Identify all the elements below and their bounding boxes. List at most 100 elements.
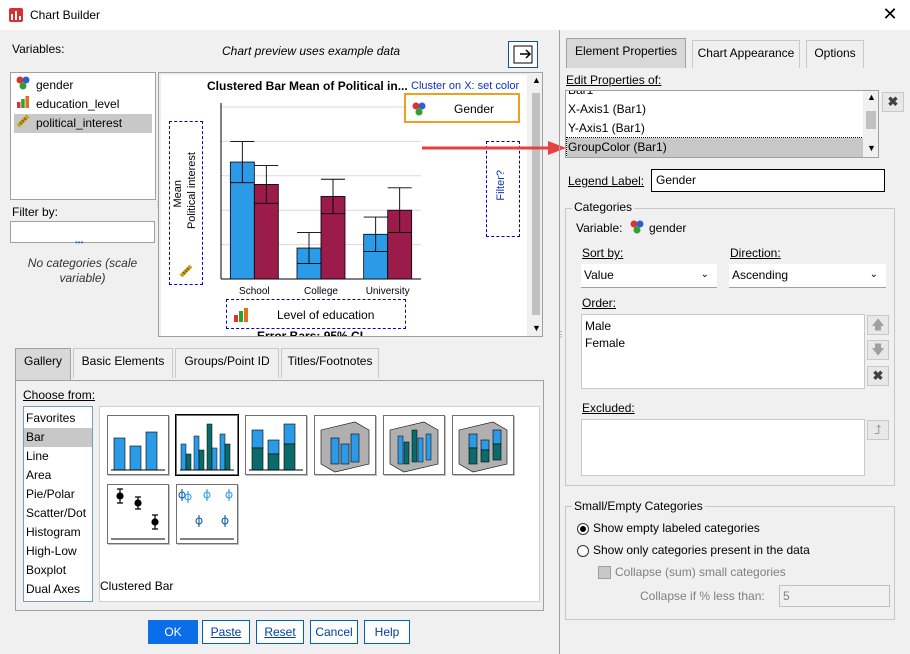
3d-simple-bar-thumb[interactable]: [314, 415, 376, 475]
tab-basic-elements[interactable]: Basic Elements: [73, 348, 173, 378]
chevron-down-icon[interactable]: ▼: [867, 143, 876, 153]
filter-drop-zone[interactable]: [10, 221, 155, 243]
splitter-handle-h[interactable]: •••: [75, 238, 84, 247]
variable-item[interactable]: education_level: [14, 95, 152, 114]
move-up-button[interactable]: 🡅: [867, 315, 889, 335]
radio-show-only[interactable]: Show only categories present in the data: [577, 543, 810, 557]
legend-drop-zone[interactable]: Gender: [404, 93, 520, 123]
chart-type-item[interactable]: Bar: [24, 428, 92, 447]
tab-chart-appearance[interactable]: Chart Appearance: [692, 40, 800, 68]
move-down-button[interactable]: 🡇: [867, 340, 889, 360]
excluded-list[interactable]: [581, 419, 865, 476]
tab-groups-point-id[interactable]: Groups/Point ID: [175, 348, 279, 378]
3d-stacked-bar-thumb[interactable]: [452, 415, 514, 475]
app-icon: [8, 7, 24, 26]
variable-name: education_level: [36, 97, 120, 112]
y-label-mean: Mean: [172, 180, 184, 208]
collapse-percent-input[interactable]: 5: [779, 585, 890, 607]
error-bar: [254, 165, 279, 204]
variables-list[interactable]: gender education_level political_interest: [10, 72, 156, 200]
tab-titles-footnotes[interactable]: Titles/Footnotes: [281, 348, 379, 378]
chevron-down-icon: ⌄: [700, 269, 709, 280]
scroll-thumb[interactable]: [866, 111, 876, 129]
ok-button[interactable]: OK: [148, 620, 198, 644]
scroll-thumb[interactable]: [532, 93, 540, 315]
splitter-handle-v[interactable]: ⋮: [557, 330, 565, 339]
y-label-var: Political interest: [186, 152, 198, 230]
reset-button[interactable]: Reset: [256, 620, 304, 644]
preview-scrollbar[interactable]: ▲ ▼: [529, 73, 542, 336]
cancel-button[interactable]: Cancel: [310, 620, 358, 644]
delete-x-icon: ✖: [887, 94, 899, 109]
categories-group-label: Categories: [572, 200, 635, 214]
excluded-caption: Excluded:: [582, 401, 635, 415]
variable-caption: Variable:: [576, 221, 623, 235]
chart-preview[interactable]: School College University Clustered Bar Me…: [158, 72, 543, 337]
delete-element-button[interactable]: ✖: [882, 92, 904, 112]
clustered-error-bar-thumb[interactable]: [176, 484, 238, 544]
tab-options[interactable]: Options: [806, 40, 864, 68]
legend-label-input[interactable]: Gender: [651, 169, 885, 192]
x-axis-drop-zone[interactable]: Level of education: [226, 299, 406, 329]
chart-footer: Error Bars: 95% CI: [257, 329, 364, 337]
edit-list-item[interactable]: Y-Axis1 (Bar1): [568, 121, 645, 135]
nominal-icon: [16, 76, 30, 96]
simple-error-bar-thumb[interactable]: [107, 484, 169, 544]
error-bar: [230, 140, 255, 184]
variable-item[interactable]: gender: [14, 76, 152, 95]
clustered-bar-thumb[interactable]: [175, 414, 239, 476]
chart-type-item[interactable]: High-Low: [26, 544, 77, 558]
detach-preview-button[interactable]: [508, 41, 538, 68]
y-axis-drop-zone[interactable]: Mean Political interest: [169, 121, 203, 285]
chevron-up-icon[interactable]: ▲: [532, 75, 541, 85]
direction-select[interactable]: Ascending ⌄: [729, 264, 886, 288]
chart-type-item[interactable]: Line: [26, 449, 49, 463]
order-list[interactable]: Male Female: [581, 314, 865, 389]
chevron-down-icon: ⌄: [869, 269, 878, 280]
thumbnail-area: Clustered Bar: [99, 406, 540, 602]
order-caption: Order:: [582, 296, 617, 310]
chevron-down-icon[interactable]: ▼: [532, 323, 541, 333]
tab-element-properties[interactable]: Element Properties: [566, 38, 686, 68]
paste-button[interactable]: Paste: [202, 620, 250, 644]
nominal-icon: [630, 220, 644, 234]
order-item[interactable]: Male: [585, 319, 612, 333]
nominal-icon: [412, 102, 426, 116]
help-button[interactable]: Help: [364, 620, 410, 644]
collapse-checkbox[interactable]: Collapse (sum) small categories: [598, 565, 786, 580]
chart-type-item[interactable]: Area: [26, 468, 52, 482]
edit-list-scrollbar[interactable]: ▲ ▼: [863, 91, 878, 157]
error-bar: [363, 216, 388, 252]
chart-type-item[interactable]: Dual Axes: [26, 582, 81, 596]
chart-type-item[interactable]: Favorites: [26, 411, 76, 425]
edit-properties-label: Edit Properties of:: [566, 73, 662, 87]
chart-type-item[interactable]: Scatter/Dot: [26, 506, 87, 520]
tab-gallery[interactable]: Gallery: [15, 348, 71, 380]
variable-item[interactable]: political_interest: [14, 114, 152, 133]
chart-title: Clustered Bar Mean of Political in...: [207, 79, 408, 93]
direction-caption: Direction:: [730, 246, 781, 260]
3d-clustered-bar-thumb[interactable]: [383, 415, 445, 475]
chart-type-item[interactable]: Boxplot: [26, 563, 67, 577]
chevron-up-icon[interactable]: ▲: [867, 92, 876, 102]
x-tick-label: University: [366, 286, 410, 297]
stacked-bar-thumb[interactable]: [245, 415, 307, 475]
edit-list-item[interactable]: GroupColor (Bar1): [566, 137, 864, 157]
edit-properties-list[interactable]: Bar1 X-Axis1 (Bar1) Y-Axis1 (Bar1) GroupCol…: [565, 90, 879, 158]
x-tick-label: College: [304, 286, 338, 297]
order-item[interactable]: Female: [585, 336, 626, 350]
simple-bar-thumb[interactable]: [107, 415, 169, 475]
chart-type-item[interactable]: Histogram: [26, 525, 81, 539]
sortby-select[interactable]: Value ⌄: [581, 264, 717, 288]
chart-type-list[interactable]: Favorites Bar Line Area Pie/Polar Scatter/Dot…: [23, 406, 93, 602]
restore-button[interactable]: ⮥: [867, 420, 889, 440]
close-icon[interactable]: ✕: [882, 4, 898, 24]
edit-list-item[interactable]: Bar1: [568, 90, 594, 97]
title-bar: Chart Builder ✕: [0, 0, 910, 30]
filter-empty-text: No categories (scale variable): [27, 256, 138, 285]
edit-list-item[interactable]: X-Axis1 (Bar1): [568, 102, 647, 116]
exclude-button[interactable]: ✖: [867, 366, 889, 386]
filter-drop-zone-preview[interactable]: Filter?: [486, 141, 520, 237]
radio-show-empty[interactable]: Show empty labeled categories: [577, 521, 760, 535]
chart-type-item[interactable]: Pie/Polar: [26, 487, 75, 501]
